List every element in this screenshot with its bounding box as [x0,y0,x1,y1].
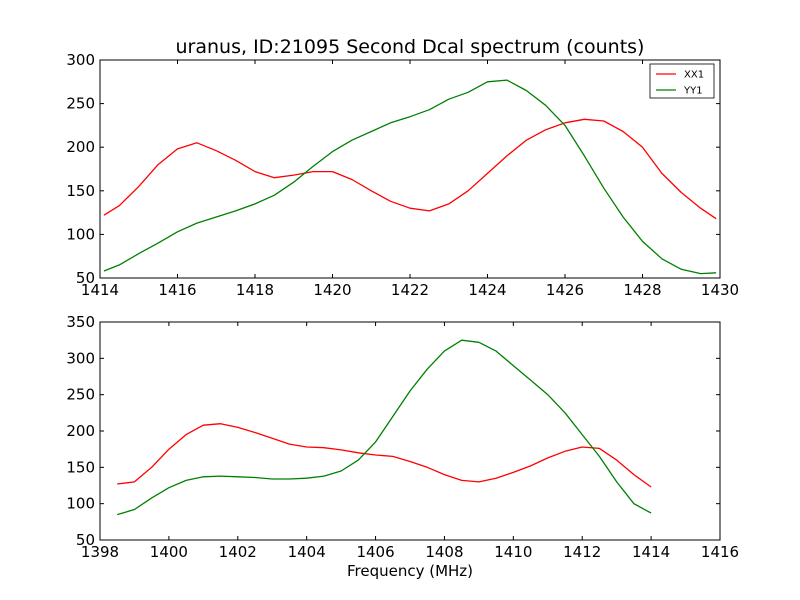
x-tick-label: 1404 [288,543,326,561]
series-line-yy1 [103,79,717,275]
y-tick-label: 50 [76,269,95,287]
y-tick-label: 200 [66,138,95,156]
x-axis-label: Frequency (MHz) [347,562,473,580]
legend-label-xx1: XX1 [684,70,704,81]
figure-title: uranus, ID:21095 Second Dcal spectrum (c… [176,36,645,58]
legend-label-yy1: YY1 [683,86,703,97]
y-tick-label: 150 [66,182,95,200]
x-tick-label: 1426 [546,281,584,299]
x-tick-label: 1428 [623,281,661,299]
x-tick-label: 1398 [81,543,119,561]
x-tick-label: 1416 [158,281,196,299]
y-tick-label: 50 [76,531,95,549]
y-tick-label: 150 [66,458,95,476]
y-tick-label: 300 [66,349,95,367]
x-tick-label: 1406 [356,543,394,561]
x-tick-label: 1414 [632,543,670,561]
x-tick-label: 1422 [391,281,429,299]
x-tick-label: 1400 [150,543,188,561]
x-tick-label: 1424 [468,281,506,299]
y-tick-label: 350 [66,313,95,331]
x-tick-label: 1408 [425,543,463,561]
x-tick-label: 1402 [219,543,257,561]
series-line-series-1 [117,423,652,488]
y-tick-label: 100 [66,225,95,243]
x-tick-label: 1414 [81,281,119,299]
x-tick-label: 1420 [313,281,351,299]
y-tick-label: 200 [66,422,95,440]
y-tick-label: 100 [66,495,95,513]
top-panel: 1414 1416 1418 1420 1422 1424 1426 1428 1430 50 10… [66,51,739,299]
y-tick-label: 300 [66,51,95,69]
bottom-panel: 1398 1400 1402 1404 1406 1408 1410 1412 1414 1416… [66,313,739,561]
x-tick-label: 1416 [701,543,739,561]
series-line-series-2 [117,339,652,516]
x-tick-label: 1430 [701,281,739,299]
y-tick-label: 250 [66,95,95,113]
legend-frame [649,63,715,99]
x-tick-label: 1418 [236,281,274,299]
y-tick-label: 250 [66,386,95,404]
x-tick-label: 1412 [563,543,601,561]
x-tick-label: 1410 [494,543,532,561]
series-line-xx1 [103,118,717,220]
